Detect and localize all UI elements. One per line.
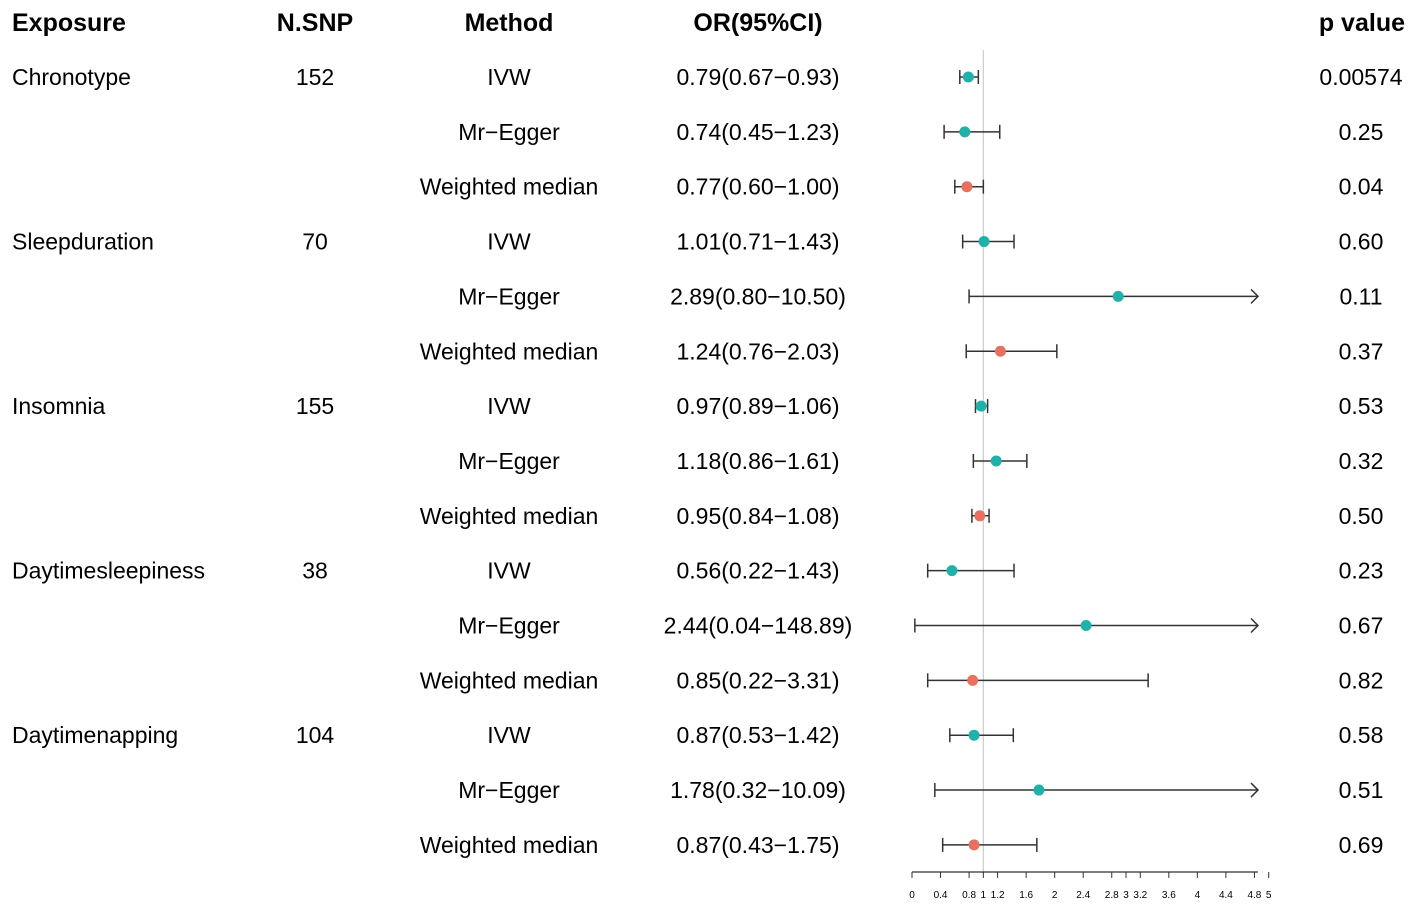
method-label: IVW — [487, 229, 531, 255]
or-ci-value: 0.56(0.22−1.43) — [676, 558, 839, 584]
method-label: IVW — [487, 64, 531, 90]
or-ci-value: 1.18(0.86−1.61) — [676, 448, 839, 474]
point-estimate — [968, 839, 980, 851]
or-ci-value: 2.44(0.04−148.89) — [664, 613, 853, 639]
point-estimate — [1080, 620, 1092, 631]
p-value: 0.58 — [1339, 722, 1384, 748]
or-ci-value: 0.77(0.60−1.00) — [676, 174, 839, 200]
exposure-label: Daytimesleepiness — [12, 558, 205, 584]
method-label: IVW — [487, 393, 531, 419]
method-label: Weighted median — [420, 174, 599, 200]
x-tick-label: 3.2 — [1133, 890, 1147, 901]
p-value: 0.82 — [1339, 667, 1384, 693]
method-label: Mr−Egger — [458, 283, 560, 309]
point-estimate — [994, 345, 1006, 357]
p-value: 0.69 — [1339, 832, 1384, 858]
point-estimate — [1033, 784, 1045, 796]
or-ci-value: 0.85(0.22−3.31) — [676, 667, 839, 693]
point-estimate — [975, 400, 987, 412]
header-nsnp: N.SNP — [277, 9, 353, 37]
or-ci-value: 0.79(0.67−0.93) — [676, 64, 839, 90]
or-ci-value: 0.74(0.45−1.23) — [676, 119, 839, 145]
x-tick-label: 1 — [981, 890, 987, 901]
nsnp-value: 38 — [302, 558, 328, 584]
ci-arrow — [1250, 617, 1260, 634]
point-estimate — [990, 455, 1002, 467]
p-value: 0.37 — [1339, 338, 1384, 364]
header-p-value: p value — [1319, 9, 1405, 37]
p-value: 0.04 — [1339, 174, 1384, 200]
x-tick-label: 0.4 — [934, 890, 948, 901]
x-tick-label: 3 — [1123, 890, 1129, 901]
p-value: 0.67 — [1339, 613, 1384, 639]
x-tick-label: 1.2 — [991, 890, 1005, 901]
header-method: Method — [465, 9, 554, 37]
or-ci-value: 0.87(0.53−1.42) — [676, 722, 839, 748]
x-tick-label: 2.4 — [1076, 890, 1090, 901]
p-value: 0.25 — [1339, 119, 1384, 145]
point-estimate — [962, 71, 974, 83]
exposure-label: Sleepduration — [12, 229, 154, 255]
p-value: 0.53 — [1339, 393, 1384, 419]
point-estimate — [961, 181, 973, 193]
x-tick-label: 4 — [1195, 890, 1201, 901]
p-value: 0.23 — [1339, 558, 1384, 584]
or-ci-value: 2.89(0.80−10.50) — [670, 283, 846, 309]
ci-arrow — [1250, 782, 1260, 798]
x-tick-label: 4.4 — [1219, 890, 1233, 901]
method-label: Weighted median — [420, 503, 599, 529]
point-estimate — [959, 126, 971, 138]
x-tick-label: 3.6 — [1162, 890, 1176, 901]
or-ci-value: 0.95(0.84−1.08) — [676, 503, 839, 529]
method-label: IVW — [487, 722, 531, 748]
method-label: Weighted median — [420, 338, 599, 364]
ci-arrow — [1250, 288, 1260, 304]
x-tick-label: 0.8 — [962, 890, 976, 901]
p-value: 0.50 — [1339, 503, 1384, 529]
or-ci-value: 0.97(0.89−1.06) — [676, 393, 839, 419]
exposure-label: Daytimenapping — [12, 722, 178, 748]
or-ci-value: 1.78(0.32−10.09) — [670, 777, 846, 803]
method-label: Mr−Egger — [458, 448, 560, 474]
header-or-ci: OR(95%CI) — [693, 9, 822, 37]
nsnp-value: 70 — [302, 229, 328, 255]
x-tick-label: 2 — [1052, 890, 1058, 901]
p-value: 0.51 — [1339, 777, 1384, 803]
x-tick-label: 2.8 — [1105, 890, 1119, 901]
point-estimate — [968, 729, 980, 741]
p-value: 0.11 — [1339, 283, 1382, 309]
x-tick-label: 0 — [909, 890, 915, 901]
x-tick-label: 4.8 — [1247, 890, 1261, 901]
or-ci-value: 1.24(0.76−2.03) — [676, 338, 839, 364]
header-exposure: Exposure — [12, 9, 126, 37]
or-ci-value: 1.01(0.71−1.43) — [676, 229, 839, 255]
method-label: Mr−Egger — [458, 777, 560, 803]
point-estimate — [974, 510, 986, 522]
x-tick-label: 5 — [1266, 890, 1272, 901]
p-value: 0.60 — [1339, 229, 1384, 255]
exposure-label: Chronotype — [12, 64, 131, 90]
point-estimate — [1112, 290, 1124, 302]
p-value: 0.32 — [1339, 448, 1384, 474]
nsnp-value: 104 — [296, 722, 335, 748]
method-label: Weighted median — [420, 832, 599, 858]
x-tick-label: 1.6 — [1019, 890, 1033, 901]
method-label: Mr−Egger — [458, 119, 560, 145]
exposure-label: Insomnia — [12, 393, 106, 419]
p-value: 0.00574 — [1319, 64, 1402, 90]
or-ci-value: 0.87(0.43−1.75) — [676, 832, 839, 858]
point-estimate — [978, 236, 990, 248]
method-label: Weighted median — [420, 667, 599, 693]
method-label: IVW — [487, 558, 531, 584]
method-label: Mr−Egger — [458, 613, 560, 639]
point-estimate — [967, 674, 979, 686]
nsnp-value: 155 — [296, 393, 334, 419]
nsnp-value: 152 — [296, 64, 334, 90]
point-estimate — [946, 565, 958, 577]
